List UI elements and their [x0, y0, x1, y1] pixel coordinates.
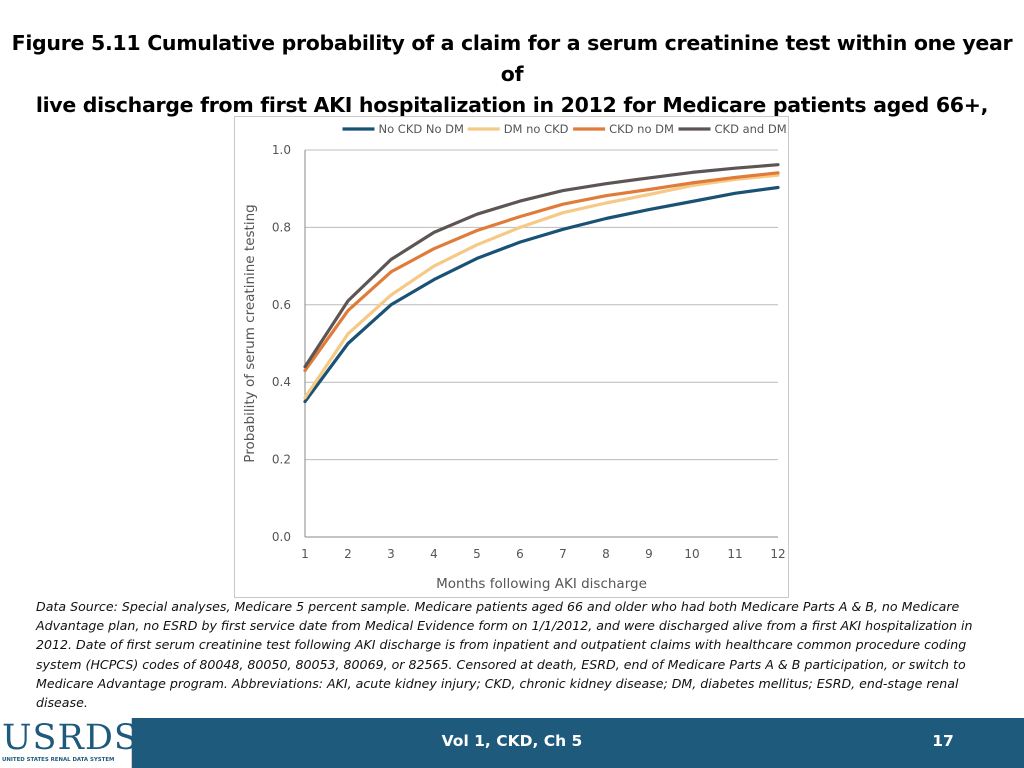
legend-label: CKD and DM — [715, 122, 787, 136]
x-tick-label: 3 — [387, 547, 395, 561]
page-number: 17 — [932, 732, 954, 750]
legend-item: No CKD No DM — [342, 122, 464, 136]
chart-frame: No CKD No DM DM no CKD CKD no DM CKD and DM… — [234, 116, 789, 598]
series-line-no-ckd-no-dm — [303, 185, 780, 404]
y-tick-label: 1.0 — [272, 143, 291, 157]
legend-label: No CKD No DM — [379, 122, 464, 136]
chart-legend: No CKD No DM DM no CKD CKD no DM CKD and DM — [342, 122, 787, 136]
x-tick-label: 9 — [645, 547, 653, 561]
series-line-dm-no-ckd — [303, 173, 780, 400]
line-chart: No CKD No DM DM no CKD CKD no DM CKD and DM… — [242, 122, 787, 592]
legend-label: CKD no DM — [609, 122, 674, 136]
legend-item: DM no CKD — [467, 122, 569, 136]
x-tick-label: 1 — [301, 547, 309, 561]
legend-item: CKD no DM — [573, 122, 674, 136]
chart-gridlines — [304, 149, 778, 538]
y-tick-label: 0.4 — [272, 375, 291, 389]
title-line-1: Figure 5.11 Cumulative probability of a … — [11, 31, 1013, 86]
chart-series — [303, 163, 780, 404]
x-tick-label: 4 — [430, 547, 438, 561]
y-tick-label: 0.2 — [272, 453, 291, 467]
y-axis-title: Probability of serum creatinine testing — [242, 204, 258, 462]
x-tick-label: 7 — [559, 547, 567, 561]
x-axis-title: Months following AKI discharge — [436, 576, 647, 592]
x-tick-label: 11 — [727, 547, 742, 561]
x-tick-label: 6 — [516, 547, 524, 561]
title-line-2: live discharge from first AKI hospitaliz… — [35, 93, 989, 117]
y-tick-label: 0.8 — [272, 220, 291, 234]
footer-bar — [0, 718, 1024, 768]
footer-section-label: Vol 1, CKD, Ch 5 — [441, 732, 583, 750]
legend-label: DM no CKD — [504, 122, 569, 136]
logo-subtext: UNITED STATES RENAL DATA SYSTEM — [2, 757, 115, 763]
y-tick-label: 0.0 — [272, 530, 291, 544]
x-tick-label: 5 — [473, 547, 481, 561]
usrds-logo: USRDS UNITED STATES RENAL DATA SYSTEM — [0, 718, 138, 768]
series-line-ckd-no-dm — [303, 171, 780, 373]
y-tick-label: 0.6 — [272, 298, 291, 312]
x-axis-ticks: 1 2 3 4 5 6 7 8 9 10 11 12 — [301, 547, 785, 561]
x-tick-label: 12 — [770, 547, 785, 561]
data-source-note: Data Source: Special analyses, Medicare … — [36, 599, 973, 711]
logo-wordmark: USRDS — [2, 718, 139, 758]
legend-item: CKD and DM — [678, 122, 787, 136]
x-tick-label: 2 — [344, 547, 352, 561]
x-tick-label: 10 — [684, 547, 699, 561]
series-line-ckd-and-dm — [303, 163, 780, 369]
x-tick-label: 8 — [602, 547, 610, 561]
y-axis-ticks: 0.0 0.2 0.4 0.6 0.8 1.0 — [272, 143, 291, 544]
